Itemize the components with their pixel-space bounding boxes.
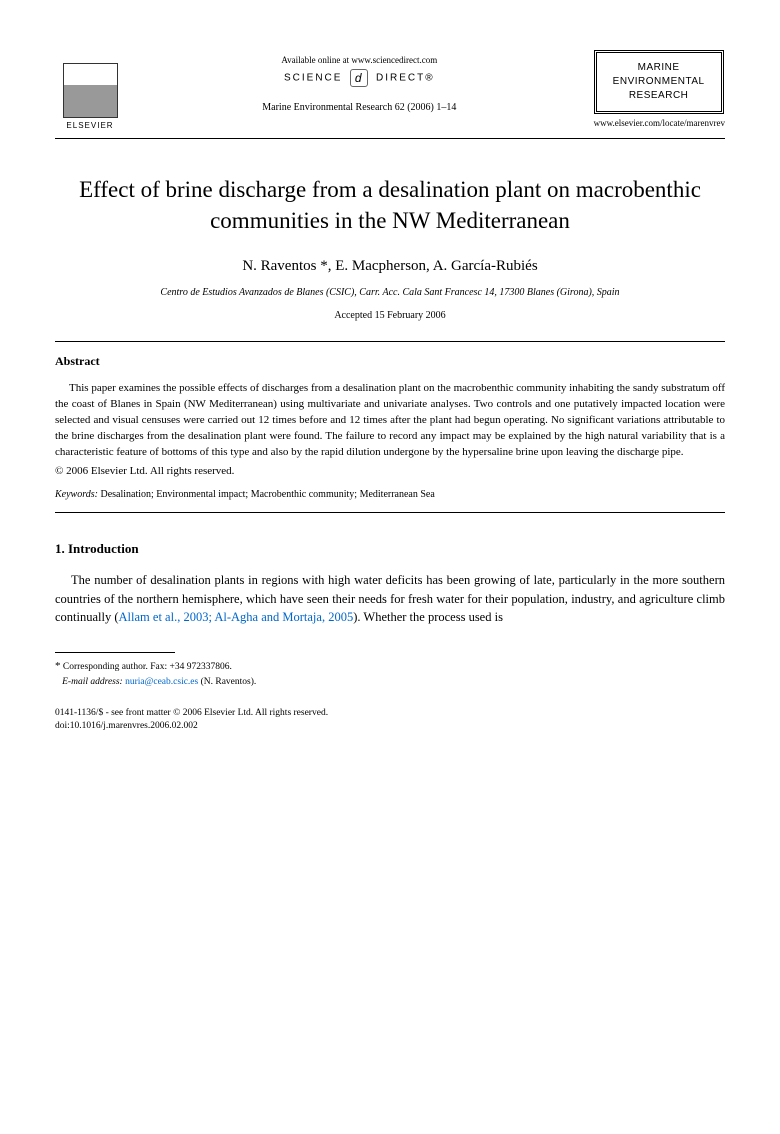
email-label: E-mail address: bbox=[62, 677, 123, 687]
science-direct-icon: d bbox=[350, 69, 368, 87]
journal-box-line3: RESEARCH bbox=[601, 89, 717, 103]
copyright-text: © 2006 Elsevier Ltd. All rights reserved… bbox=[55, 465, 725, 477]
abstract-top-divider bbox=[55, 341, 725, 342]
journal-url: www.elsevier.com/locate/marenvrev bbox=[594, 118, 725, 128]
email-link[interactable]: nuria@ceab.csic.es bbox=[125, 677, 198, 687]
available-online-text: Available online at www.sciencedirect.co… bbox=[125, 55, 594, 65]
science-label-right: DIRECT® bbox=[376, 73, 435, 84]
publisher-name: ELSEVIER bbox=[66, 121, 113, 130]
header-divider bbox=[55, 138, 725, 139]
abstract-bottom-divider bbox=[55, 512, 725, 513]
intro-text-part2: ). Whether the process used is bbox=[353, 610, 503, 624]
introduction-paragraph: The number of desalination plants in reg… bbox=[55, 571, 725, 627]
footer-info: 0141-1136/$ - see front matter © 2006 El… bbox=[55, 707, 725, 734]
journal-reference: Marine Environmental Research 62 (2006) … bbox=[125, 102, 594, 113]
elsevier-logo: ELSEVIER bbox=[55, 50, 125, 130]
corresponding-footnote: * Corresponding author. Fax: +34 9723378… bbox=[55, 658, 725, 675]
affiliation: Centro de Estudios Avanzados de Blanes (… bbox=[55, 287, 725, 298]
doi-line: doi:10.1016/j.marenvres.2006.02.002 bbox=[55, 720, 725, 733]
introduction-heading: 1. Introduction bbox=[55, 541, 725, 557]
science-label-left: SCIENCE bbox=[284, 73, 342, 84]
article-title: Effect of brine discharge from a desalin… bbox=[55, 174, 725, 236]
keywords-label: Keywords: bbox=[55, 489, 98, 500]
accepted-date: Accepted 15 February 2006 bbox=[55, 310, 725, 321]
email-attribution: (N. Raventos). bbox=[198, 677, 256, 687]
abstract-text: This paper examines the possible effects… bbox=[55, 381, 725, 461]
email-footnote: E-mail address: nuria@ceab.csic.es (N. R… bbox=[55, 675, 725, 689]
keywords-text: Desalination; Environmental impact; Macr… bbox=[98, 489, 435, 500]
elsevier-tree-icon bbox=[63, 63, 118, 118]
journal-box: MARINE ENVIRONMENTAL RESEARCH bbox=[594, 50, 724, 114]
authors-list: N. Raventos *, E. Macpherson, A. García-… bbox=[55, 258, 725, 275]
journal-box-line2: ENVIRONMENTAL bbox=[601, 75, 717, 89]
footnote-divider bbox=[55, 652, 175, 653]
header-row: ELSEVIER Available online at www.science… bbox=[55, 50, 725, 130]
corresponding-text: Corresponding author. Fax: +34 972337806… bbox=[61, 662, 232, 672]
keywords-line: Keywords: Desalination; Environmental im… bbox=[55, 489, 725, 500]
issn-line: 0141-1136/$ - see front matter © 2006 El… bbox=[55, 707, 725, 720]
abstract-heading: Abstract bbox=[55, 354, 725, 369]
citation-link[interactable]: Allam et al., 2003; Al-Agha and Mortaja,… bbox=[119, 610, 354, 624]
journal-box-line1: MARINE bbox=[601, 61, 717, 75]
science-direct-brand: SCIENCE d DIRECT® bbox=[125, 69, 594, 87]
center-header: Available online at www.sciencedirect.co… bbox=[125, 50, 594, 113]
journal-box-container: MARINE ENVIRONMENTAL RESEARCH www.elsevi… bbox=[594, 50, 725, 128]
